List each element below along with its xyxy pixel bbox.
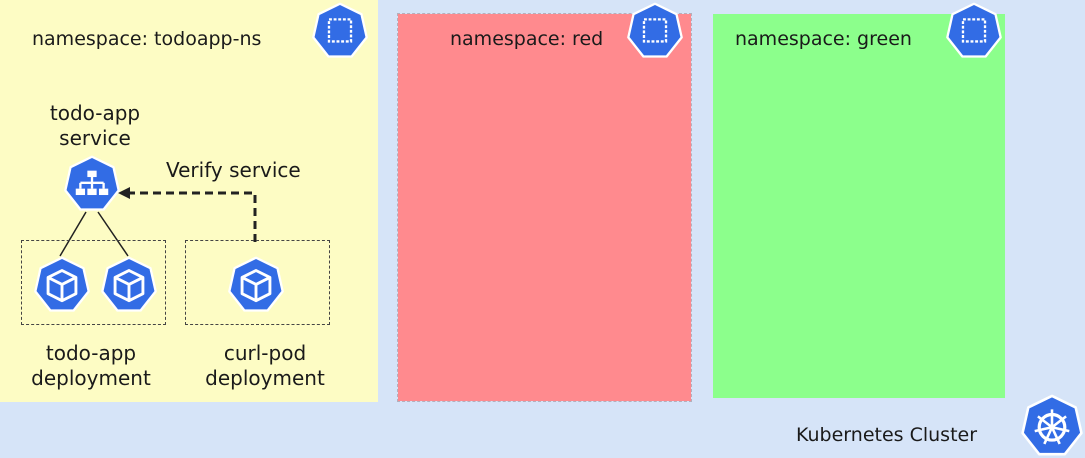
kubernetes-wheel-icon — [1018, 394, 1085, 458]
namespace-title: namespace: green — [735, 28, 912, 50]
curl-pod-deployment-box — [185, 240, 330, 325]
namespace-red: namespace: red — [397, 14, 692, 402]
cluster-label: Kubernetes Cluster — [796, 424, 978, 446]
todo-app-deployment-label: todo-app deployment — [20, 341, 162, 391]
namespace-icon — [945, 2, 1003, 60]
namespace-icon — [626, 2, 684, 60]
service-icon — [63, 155, 121, 213]
curl-pod-deployment-label: curl-pod deployment — [190, 341, 340, 391]
pod-icon — [33, 256, 91, 314]
namespace-icon — [311, 2, 369, 60]
deployment-label-line1: curl-pod — [223, 341, 307, 365]
service-label-line1: todo-app — [49, 101, 141, 125]
pod-icon — [227, 256, 285, 314]
verify-service-label: Verify service — [166, 158, 301, 182]
deployment-label-line1: todo-app — [45, 341, 137, 365]
namespace-title: namespace: red — [450, 28, 604, 50]
service-label-line2: service — [59, 126, 131, 150]
namespace-green: namespace: green — [713, 14, 1005, 398]
deployment-label-line2: deployment — [205, 366, 325, 390]
namespace-title: namespace: todoapp-ns — [32, 28, 262, 50]
todo-app-deployment-box — [21, 240, 166, 325]
pod-icon — [100, 256, 158, 314]
deployment-label-line2: deployment — [31, 366, 151, 390]
service-label: todo-app service — [40, 101, 150, 151]
